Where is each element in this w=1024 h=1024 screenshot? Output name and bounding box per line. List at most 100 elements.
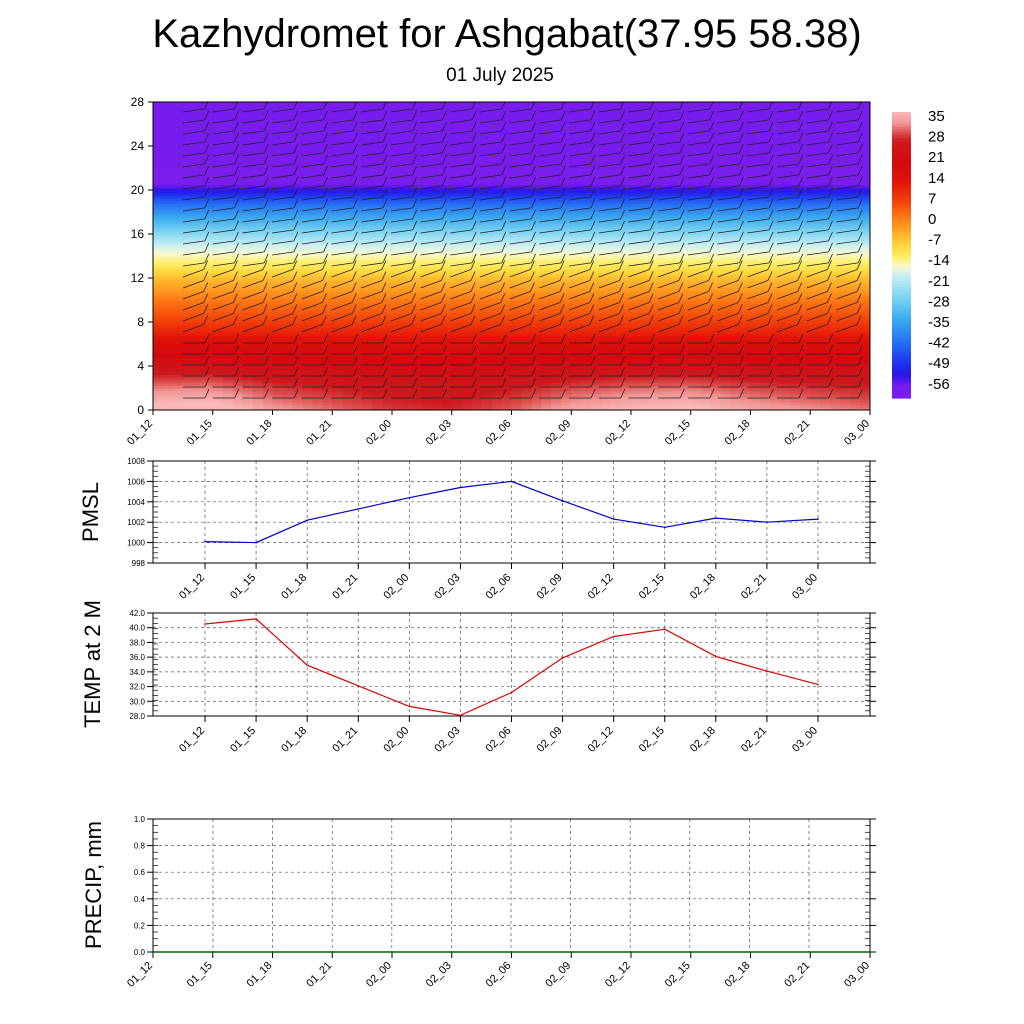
temperature-cell (182, 181, 194, 186)
temperature-cell (491, 146, 503, 150)
temperature-cell (531, 143, 542, 147)
temperature-cell (431, 261, 443, 265)
temperature-cell (262, 212, 274, 216)
temperature-cell (561, 154, 572, 158)
temperature-cell (182, 253, 194, 257)
temperature-cell (252, 231, 264, 235)
temperature-cell (242, 135, 254, 139)
temperature-cell (282, 349, 294, 353)
temperature-cell (451, 264, 463, 268)
temperature-cell (531, 346, 542, 351)
temperature-cell (242, 258, 254, 263)
temperature-cell (292, 404, 303, 408)
temperature-cell (591, 258, 602, 263)
temperature-cell (491, 132, 503, 136)
temperature-cell (153, 297, 164, 301)
temperature-cell (232, 206, 244, 210)
temperature-cell (372, 371, 383, 375)
temperature-cell (192, 236, 204, 241)
temperature-cell (232, 170, 244, 175)
temperature-cell (372, 110, 383, 114)
temperature-cell (401, 143, 413, 147)
temperature-cell (481, 132, 493, 136)
temperature-cell (332, 407, 343, 410)
temperature-cell (302, 280, 313, 285)
temperature-cell (262, 324, 274, 329)
temperature-cell (551, 126, 562, 131)
temperature-cell (282, 250, 294, 254)
temperature-cell (182, 187, 194, 191)
temperature-cell (252, 234, 264, 238)
temperature-cell (182, 115, 194, 120)
temperature-cell (521, 231, 533, 235)
temperature-cell (471, 212, 483, 216)
temperature-cell (322, 393, 333, 397)
temperature-cell (382, 385, 393, 389)
temperature-cell (541, 179, 552, 183)
temperature-cell (551, 366, 562, 370)
temperature-cell (222, 234, 234, 238)
temperature-cell (332, 140, 343, 144)
temperature-cell (491, 184, 503, 188)
temperature-cell (192, 206, 204, 210)
temperature-cell (262, 159, 274, 164)
temperature-cell (153, 264, 164, 268)
temperature-cell (392, 319, 403, 323)
temperature-cell (561, 151, 572, 155)
temperature-cell (471, 253, 483, 257)
temperature-cell (232, 159, 244, 164)
temperature-cell (282, 404, 294, 408)
temperature-cell (551, 225, 562, 230)
temperature-cell (322, 324, 333, 329)
temperature-cell (232, 214, 244, 219)
temperature-cell (352, 393, 363, 397)
temperature-cell (541, 239, 552, 243)
temperature-cell (192, 159, 204, 164)
temperature-cell (392, 192, 403, 197)
temperature-cell (491, 223, 503, 227)
temperature-cell (372, 264, 383, 268)
temperature-cell (571, 256, 582, 260)
temperature-cell (441, 104, 453, 109)
temperature-cell (531, 236, 542, 241)
temperature-cell (461, 102, 473, 106)
temperature-cell (451, 239, 463, 243)
temperature-cell (551, 165, 562, 169)
temperature-cell (362, 404, 373, 408)
temperature-cell (431, 124, 443, 128)
temperature-cell (531, 102, 542, 106)
temperature-cell (571, 173, 582, 177)
temperature-cell (282, 234, 294, 238)
temperature-cell (202, 214, 214, 219)
temperature-cell (332, 349, 343, 353)
temperature-cell (411, 294, 423, 298)
temperature-cell (581, 316, 592, 320)
temperature-cell (352, 324, 363, 329)
temperature-cell (531, 184, 542, 188)
temperature-cell (162, 247, 174, 252)
temperature-cell (382, 203, 393, 208)
temperature-cell (153, 187, 164, 191)
temperature-cell (471, 371, 483, 375)
temperature-cell (162, 190, 174, 194)
temperature-cell (551, 245, 562, 249)
temperature-cell (172, 390, 184, 395)
temperature-cell (441, 324, 453, 329)
temperature-cell (481, 256, 493, 260)
temperature-cell (561, 289, 572, 293)
temperature-cell (501, 234, 513, 238)
temperature-cell (332, 231, 343, 235)
temperature-cell (511, 195, 523, 199)
temperature-cell (481, 377, 493, 381)
temperature-cell (242, 143, 254, 147)
temperature-cell (392, 239, 403, 243)
temperature-cell (312, 126, 323, 131)
temperature-cell (561, 110, 572, 114)
temperature-cell (262, 368, 274, 373)
temperature-cell (282, 322, 294, 326)
temperature-cell (272, 102, 284, 106)
temperature-cell (192, 140, 204, 144)
temperature-cell (153, 404, 164, 408)
temperature-cell (302, 129, 313, 133)
temperature-cell (431, 377, 443, 381)
